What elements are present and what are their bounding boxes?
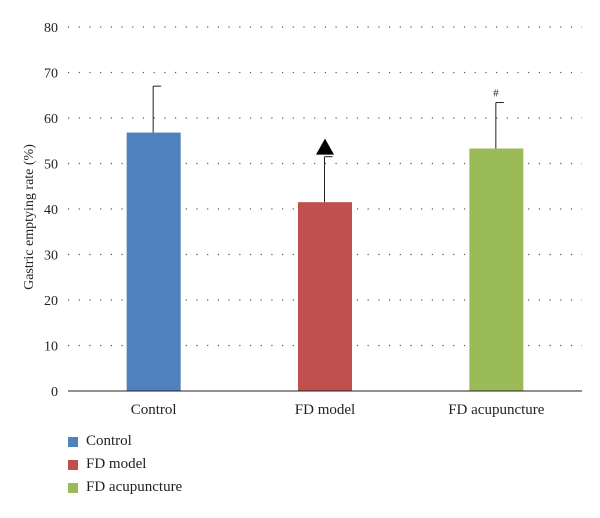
legend-label: Control <box>86 433 132 449</box>
legend-swatch <box>68 436 78 447</box>
legend-label: FD model <box>86 456 147 472</box>
bar <box>126 132 181 391</box>
triangle-marker-icon <box>316 138 334 155</box>
error-bars <box>152 85 504 203</box>
legend-swatch <box>68 482 78 493</box>
legend-item: Control <box>68 430 182 453</box>
x-category-labels: Control FD model FD acupuncture <box>131 402 545 418</box>
y-tick-label: 20 <box>44 294 58 309</box>
y-tick-label: 0 <box>51 385 58 400</box>
y-tick-label: 50 <box>44 158 58 173</box>
y-tick-label: 60 <box>44 112 58 127</box>
x-category-label: Control <box>131 402 177 418</box>
y-tick-label: 30 <box>44 249 58 264</box>
y-tick-labels: 0 10 20 30 40 50 60 70 80 <box>44 21 58 400</box>
legend-item: FD acupuncture <box>68 476 182 499</box>
y-tick-label: 80 <box>44 21 58 36</box>
bar <box>469 148 524 391</box>
legend-label: FD acupuncture <box>86 479 183 495</box>
bars <box>126 132 524 391</box>
legend-item: FD model <box>68 453 182 476</box>
legend: Control FD model FD acupuncture <box>68 430 182 499</box>
legend-swatch <box>68 459 78 470</box>
significance-markers: # <box>316 88 499 155</box>
y-axis-title: Gastric emptying rate (%) <box>22 144 37 290</box>
x-category-label: FD acupuncture <box>448 402 545 418</box>
y-tick-label: 40 <box>44 203 58 218</box>
y-tick-label: 70 <box>44 67 58 82</box>
bar <box>298 202 352 391</box>
chart: 0 10 20 30 40 50 60 70 80 # Control FD model FD ac… <box>22 21 582 418</box>
y-tick-label: 10 <box>44 340 58 355</box>
x-category-label: FD model <box>295 402 355 418</box>
hash-marker: # <box>493 88 499 100</box>
